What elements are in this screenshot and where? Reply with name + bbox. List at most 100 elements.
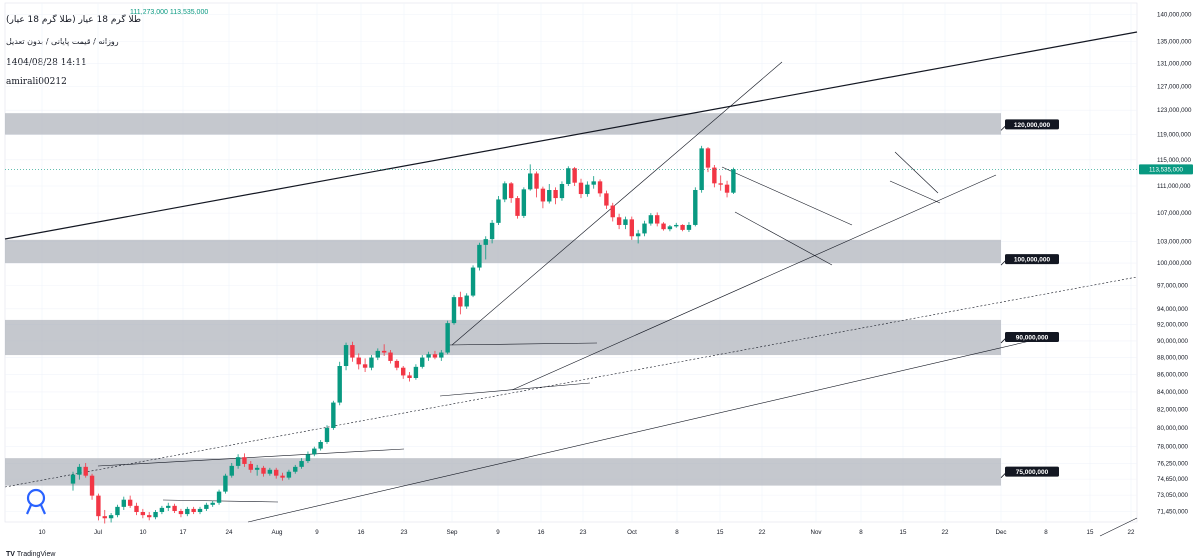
y-tick-label: 76,250,000: [1157, 460, 1189, 467]
candle-up: [585, 181, 590, 197]
y-tick-label: 119,000,000: [1157, 132, 1192, 139]
candle-down: [274, 467, 279, 479]
y-tick-label: 92,000,000: [1157, 322, 1189, 329]
candle-down: [356, 353, 361, 370]
candle-body: [147, 515, 152, 518]
x-tick-label: Jul: [94, 529, 102, 536]
candle-body: [420, 357, 425, 367]
candle-body: [604, 193, 609, 206]
candle-up: [420, 355, 425, 369]
candle-down: [515, 196, 520, 219]
y-tick-label: 107,000,000: [1157, 210, 1192, 217]
x-tick-label: 9: [496, 529, 500, 536]
author-name: amirali00212: [6, 77, 67, 87]
candle-body: [280, 475, 285, 478]
candle-down: [432, 350, 438, 360]
candles: [70, 145, 736, 524]
candle-body: [153, 512, 158, 518]
price-zone: [5, 239, 1001, 264]
y-tick-label: 100,000,000: [1157, 260, 1192, 267]
last-price-box: [1139, 164, 1193, 175]
x-tick-label: 8: [1044, 529, 1048, 536]
candle-body: [343, 345, 349, 367]
candle-body: [331, 402, 336, 428]
y-tick-label: 82,000,000: [1157, 407, 1189, 414]
candle-up: [312, 446, 317, 457]
candle-up: [623, 216, 628, 230]
candle-body: [210, 502, 215, 505]
support-resistance-zones: 120,000,000 100,000,000 90,000,000 75,000,0…: [5, 113, 1059, 486]
x-tick-label: Dec: [995, 529, 1006, 536]
candle-body: [324, 427, 330, 442]
candle-down: [553, 187, 558, 205]
candle-body: [369, 357, 374, 368]
candle-down: [578, 178, 584, 199]
candle-down: [705, 147, 711, 173]
candle-down: [394, 359, 400, 371]
x-tick-label: 16: [538, 529, 545, 536]
candle-body: [616, 217, 622, 225]
candle-down: [458, 291, 463, 315]
x-tick-label: 17: [180, 529, 187, 536]
candle-down: [147, 512, 152, 521]
candle-body: [407, 375, 412, 378]
candle-up: [254, 464, 260, 476]
candle-up: [267, 467, 273, 476]
candle-up: [210, 500, 215, 507]
candle-body: [267, 469, 273, 474]
candle-down: [629, 216, 634, 240]
candle-up: [591, 176, 596, 189]
candle-body: [553, 190, 558, 199]
x-tick-label: 10: [140, 529, 147, 536]
candle-up: [293, 464, 298, 474]
drawing-tool-ring: [26, 488, 46, 508]
candle-body: [115, 506, 120, 516]
candle-down: [597, 179, 603, 197]
candle-down: [140, 508, 146, 519]
candle-up: [413, 364, 419, 380]
candle-up: [426, 351, 431, 361]
candle-body: [89, 475, 95, 496]
candle-body: [318, 441, 323, 449]
candle-down: [388, 350, 393, 364]
candle-body: [191, 508, 196, 513]
forward-channel-line: [1099, 517, 1138, 537]
drawing-tool-icon[interactable]: [25, 488, 47, 515]
candle-up: [496, 196, 501, 225]
y-tick-label: 103,000,000: [1157, 238, 1192, 245]
candle-body: [566, 168, 571, 185]
candle-body: [559, 184, 565, 199]
candle-up: [635, 229, 641, 244]
candle-up: [216, 489, 222, 505]
y-tick-label: 71,450,000: [1157, 509, 1189, 516]
range-bottom-line: [439, 382, 591, 397]
candle-up: [451, 294, 457, 325]
candle-body: [674, 224, 679, 227]
y-tick-label: 111,000,000: [1157, 183, 1191, 190]
tradingview-watermark: TV TradingView: [6, 551, 55, 558]
candle-up: [369, 355, 374, 371]
y-tick-label: 80,000,000: [1157, 425, 1189, 432]
candle-down: [610, 202, 615, 222]
candle-up: [108, 513, 114, 523]
candle-up: [343, 342, 349, 371]
candle-body: [299, 461, 304, 467]
candle-up: [70, 471, 76, 491]
x-tick-label: 15: [1087, 529, 1094, 536]
x-tick-label: Nov: [810, 529, 822, 536]
candle-up: [115, 504, 120, 518]
candle-body: [667, 226, 673, 230]
candle-down: [127, 495, 133, 508]
candle-up: [559, 181, 565, 201]
candle-down: [508, 182, 514, 203]
pennant-bottom-line: [889, 180, 941, 204]
x-tick-label: 16: [358, 529, 365, 536]
candle-up: [286, 469, 292, 480]
candle-down: [102, 509, 107, 524]
candle-down: [540, 186, 546, 209]
y-tick-label: 90,000,000: [1157, 338, 1189, 345]
candle-down: [572, 166, 577, 187]
candle-up: [166, 502, 171, 511]
drawing-tool-leg-left: [25, 504, 33, 515]
